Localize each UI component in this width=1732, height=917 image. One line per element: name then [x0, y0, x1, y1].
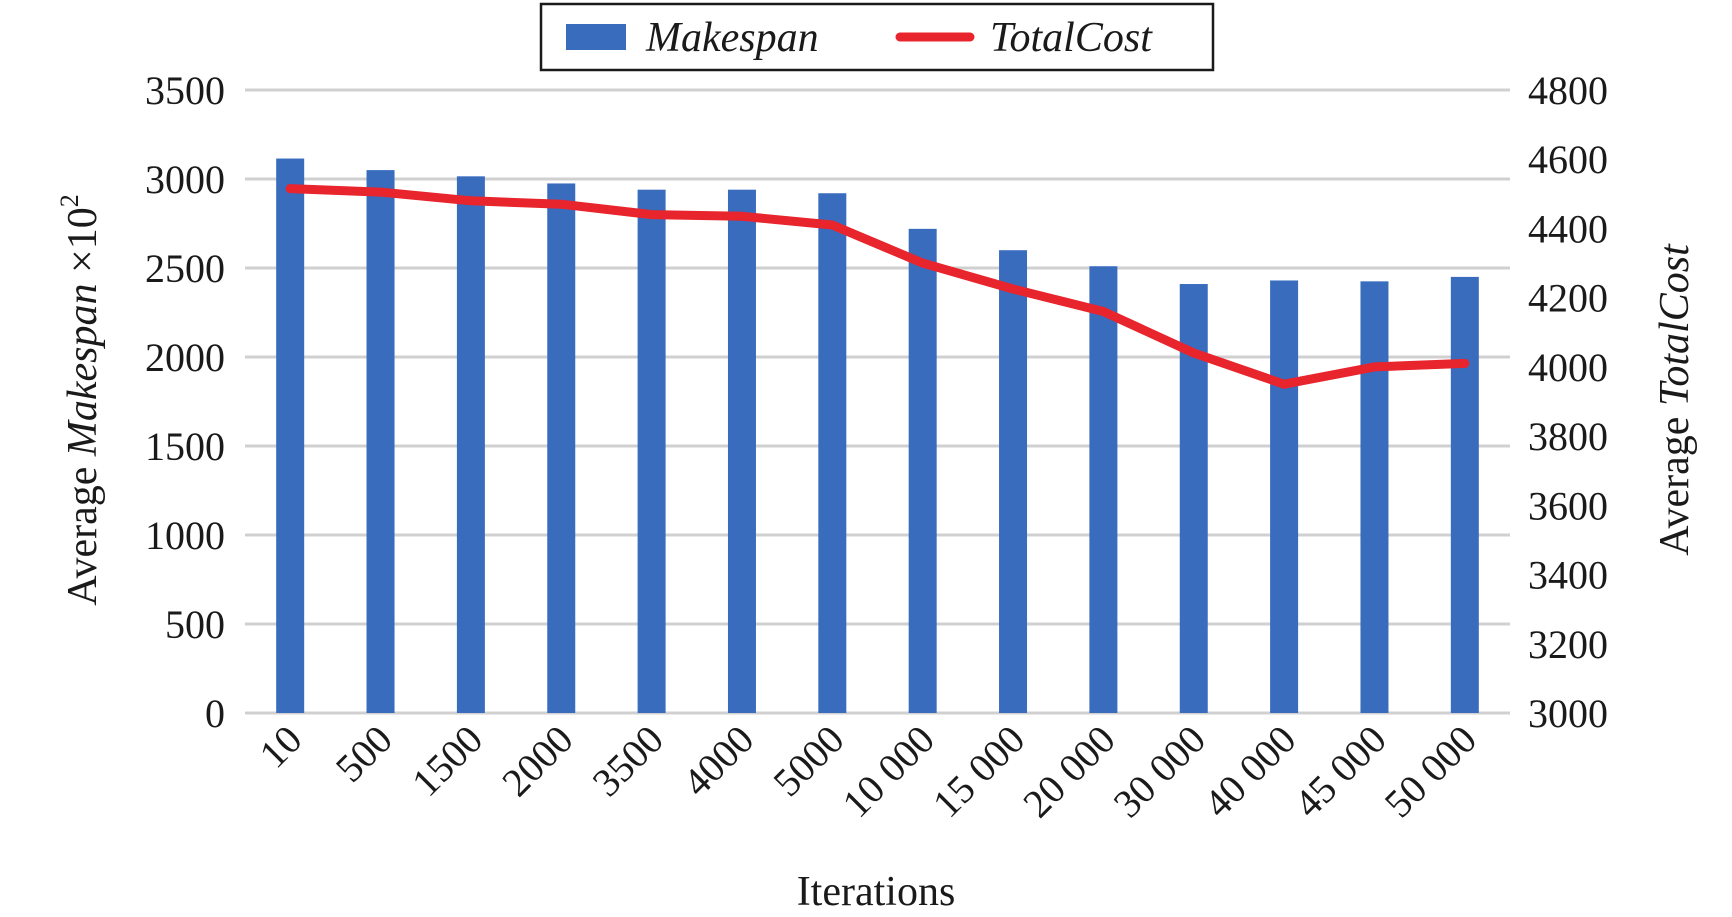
makespan-bar [456, 176, 485, 713]
makespan-bar [637, 189, 666, 713]
makespan-bar [1360, 281, 1389, 713]
makespan-bar [366, 170, 395, 714]
totalcost-point [556, 199, 566, 209]
totalcost-point [466, 196, 476, 206]
totalcost-point [1098, 307, 1108, 317]
left-y-tick-label: 2000 [145, 335, 225, 380]
right-y-tick-label: 3000 [1528, 691, 1608, 736]
x-tick-label: 45 000 [1285, 717, 1395, 827]
right-y-axis-title: Average TotalCost [1652, 243, 1698, 556]
right-y-axis-title-series: TotalCost [1652, 243, 1698, 406]
makespan-bar [1450, 276, 1479, 713]
makespan-bars [276, 158, 1479, 714]
left-y-tick-label: 1500 [145, 424, 225, 469]
x-tick-label: 10 000 [833, 717, 943, 827]
x-tick-label: 15 000 [924, 717, 1034, 827]
makespan-bar [276, 158, 305, 713]
totalcost-point [1369, 362, 1379, 372]
x-tick-label: 30 000 [1105, 717, 1215, 827]
left-y-axis-title-exponent: 2 [55, 194, 84, 207]
legend-label-makespan: Makespan [645, 15, 819, 61]
x-tick-label: 40 000 [1195, 717, 1305, 827]
totalcost-point [1008, 284, 1018, 294]
left-y-tick-label: 500 [165, 602, 225, 647]
makespan-bar [908, 228, 937, 713]
right-y-tick-label: 3800 [1528, 414, 1608, 459]
right-y-tick-label: 4200 [1528, 276, 1608, 321]
grid-lines [245, 88, 1510, 715]
legend-label-totalcost: TotalCost [990, 15, 1153, 61]
left-y-tick-label: 3000 [145, 157, 225, 202]
totalcost-point [918, 258, 928, 268]
totalcost-line [285, 184, 1470, 389]
totalcost-point [1460, 358, 1470, 368]
x-tick-label: 1500 [403, 717, 491, 805]
x-tick-label: 10 [250, 717, 310, 777]
right-y-tick-label: 3600 [1528, 483, 1608, 528]
left-y-tick-label: 1000 [145, 513, 225, 558]
makespan-bar [999, 250, 1028, 713]
makespan-bar [1089, 266, 1118, 713]
right-y-tick-label: 3200 [1528, 622, 1608, 667]
totalcost-point [1279, 379, 1289, 389]
left-y-tick-labels: 0 500 1000 1500 2000 2500 3000 3500 [145, 68, 225, 736]
left-y-axis-title-prefix: Average [60, 456, 106, 606]
totalcost-point [827, 220, 837, 230]
x-tick-label: 500 [327, 717, 401, 791]
left-y-axis-title: Average Makespan ×102 [55, 194, 106, 605]
totalcost-point [1189, 348, 1199, 358]
x-tick-label: 50 000 [1376, 717, 1486, 827]
makespan-bar [547, 183, 576, 713]
makespan-bar [727, 189, 756, 713]
totalcost-point [647, 210, 657, 220]
left-y-tick-label: 0 [205, 691, 225, 736]
makespan-bar [1270, 280, 1299, 713]
x-tick-label: 3500 [584, 717, 672, 805]
totalcost-point [376, 187, 386, 197]
legend-swatch-makespan [566, 24, 626, 50]
x-tick-label: 20 000 [1014, 717, 1124, 827]
left-y-tick-label: 2500 [145, 246, 225, 291]
legend-box [539, 2, 1215, 72]
x-tick-label: 2000 [493, 717, 581, 805]
x-axis-title: Iterations [797, 869, 956, 915]
legend: Makespan TotalCost [539, 2, 1215, 72]
right-y-tick-label: 4800 [1528, 68, 1608, 113]
totalcost-line-layer [285, 184, 1470, 389]
totalcost-point [285, 184, 295, 194]
right-y-tick-label: 4600 [1528, 137, 1608, 182]
right-y-tick-label: 4400 [1528, 206, 1608, 251]
right-y-tick-labels: 3000 3200 3400 3600 3800 4000 4200 4400 4600 4800 [1528, 68, 1608, 736]
left-y-tick-label: 3500 [145, 68, 225, 113]
right-y-axis-title-prefix: Average [1652, 406, 1698, 556]
totalcost-point [737, 211, 747, 221]
left-y-axis-title-suffix: ×10 [60, 207, 106, 283]
left-y-axis-title-series: Makespan [60, 283, 106, 457]
right-y-tick-label: 4000 [1528, 345, 1608, 390]
x-tick-label: 4000 [674, 717, 762, 805]
makespan-bar [818, 193, 847, 714]
right-y-tick-label: 3400 [1528, 553, 1608, 598]
